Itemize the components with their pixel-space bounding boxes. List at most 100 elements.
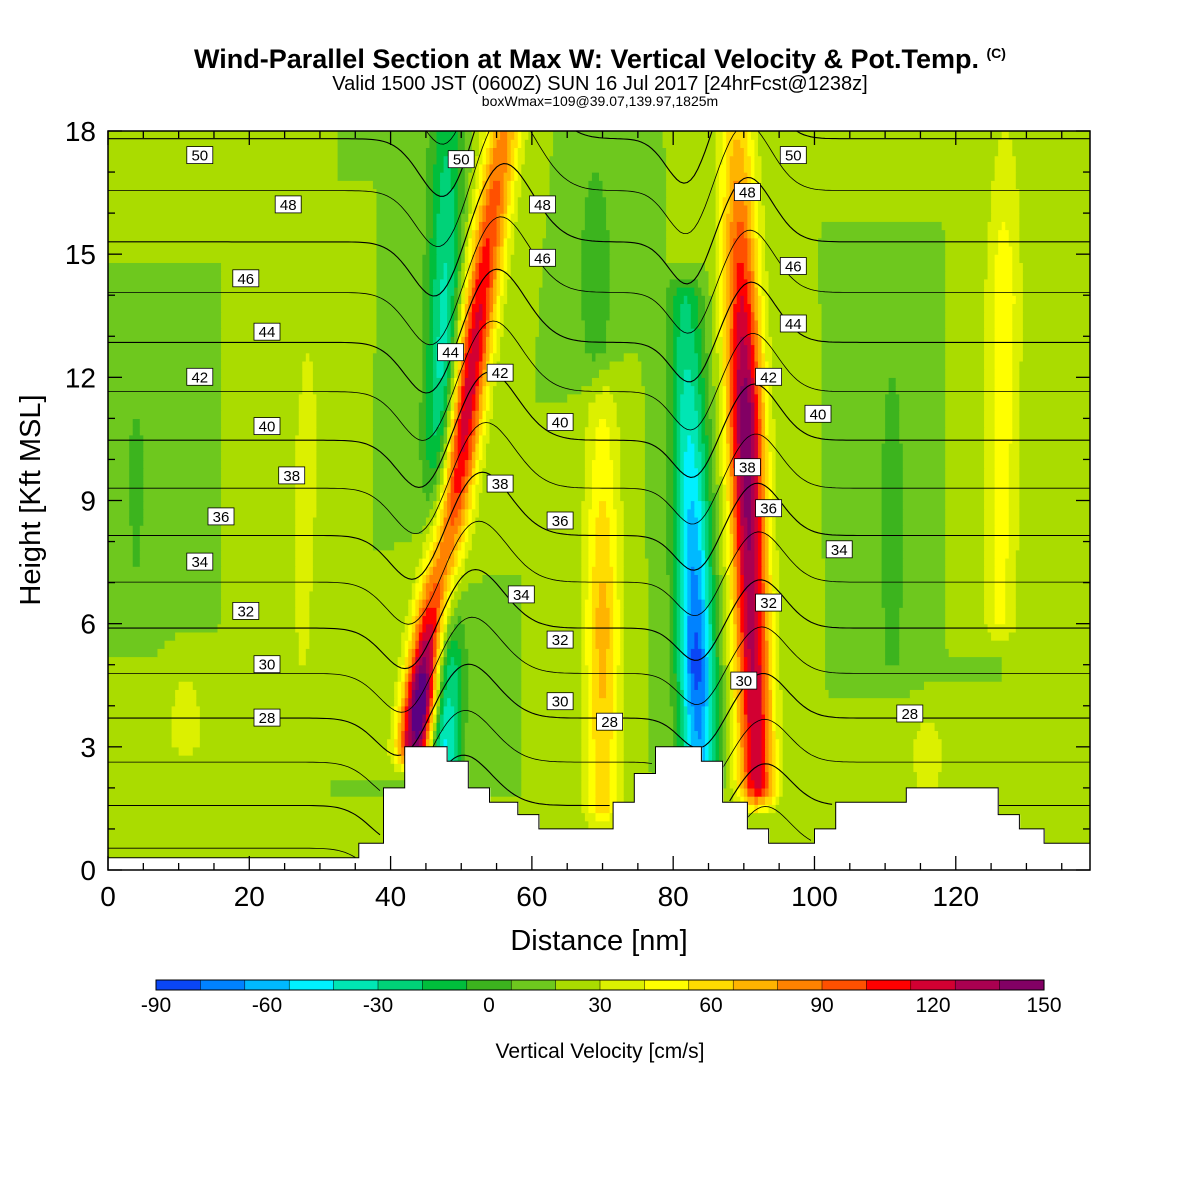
w-cell: [754, 319, 759, 329]
w-cell: [623, 722, 650, 732]
w-cell: [715, 516, 720, 526]
w-cell: [902, 557, 946, 567]
w-cell: [157, 648, 300, 658]
w-cell: [489, 418, 590, 428]
w-cell: [464, 163, 473, 173]
w-cell: [694, 393, 703, 403]
w-cell: [461, 410, 473, 419]
w-cell: [736, 640, 741, 649]
w-cell: [457, 672, 462, 682]
w-cell: [722, 648, 727, 658]
w-cell: [475, 188, 480, 198]
w-cell: [599, 508, 607, 518]
w-cell: [687, 631, 695, 641]
w-cell: [489, 180, 494, 190]
w-cell: [468, 656, 522, 666]
w-cell: [461, 377, 466, 387]
w-cell: [673, 648, 678, 658]
w-cell: [673, 656, 678, 666]
w-cell: [418, 672, 427, 682]
w-cell: [715, 582, 720, 592]
w-cell: [1012, 377, 1020, 387]
w-cell: [394, 713, 399, 723]
w-cell: [475, 287, 487, 296]
w-cell: [609, 640, 614, 649]
w-cell: [722, 196, 731, 206]
w-cell: [447, 599, 452, 608]
w-cell: [772, 705, 777, 715]
w-cell: [500, 188, 505, 198]
w-cell: [761, 172, 996, 181]
w-cell: [687, 648, 692, 658]
w-cell: [447, 369, 452, 378]
w-cell: [316, 393, 374, 403]
w-cell: [736, 516, 741, 526]
w-cell: [436, 451, 441, 461]
w-cell: [715, 147, 724, 157]
w-cell: [108, 549, 134, 559]
w-cell: [690, 681, 695, 690]
w-cell: [464, 254, 469, 263]
w-cell: [588, 722, 593, 732]
w-cell: [132, 549, 141, 559]
w-cell: [991, 180, 1017, 190]
w-cell: [432, 188, 441, 198]
w-cell: [676, 393, 681, 403]
w-cell: [457, 303, 462, 313]
w-cell: [588, 188, 604, 198]
w-cell: [616, 672, 625, 682]
w-cell: [422, 287, 431, 296]
w-cell: [765, 672, 770, 682]
w-cell: [676, 401, 681, 411]
w-cell: [450, 434, 455, 444]
w-cell: [821, 369, 946, 378]
w-cell: [994, 426, 1013, 436]
w-cell: [440, 204, 455, 214]
w-cell: [754, 336, 759, 346]
w-cell: [701, 434, 710, 444]
w-cell: [108, 245, 378, 255]
w-cell: [994, 443, 1010, 452]
w-cell: [722, 270, 727, 280]
w-cell: [432, 516, 438, 526]
w-cell: [719, 237, 724, 247]
w-cell: [768, 484, 773, 493]
w-cell: [726, 648, 731, 658]
w-cell: [295, 590, 310, 600]
w-cell: [701, 722, 706, 732]
w-cell: [298, 393, 318, 403]
w-cell: [493, 245, 498, 255]
w-cell: [757, 615, 763, 625]
w-cell: [666, 434, 674, 444]
w-cell: [994, 574, 1006, 584]
w-cell: [591, 574, 614, 584]
w-cell: [747, 295, 752, 305]
w-cell: [440, 467, 445, 477]
w-cell: [549, 172, 593, 181]
w-cell: [535, 377, 593, 387]
w-cell: [984, 434, 996, 444]
w-cell: [1019, 525, 1090, 534]
w-cell: [994, 295, 1017, 305]
w-cell: [337, 172, 427, 181]
w-cell: [994, 434, 1013, 444]
w-cell: [468, 516, 473, 526]
w-cell: [595, 516, 611, 526]
w-cell: [697, 426, 703, 436]
w-cell: [726, 771, 731, 781]
w-cell: [740, 722, 745, 732]
w-cell: [722, 730, 727, 740]
w-cell: [432, 344, 438, 354]
w-cell: [740, 401, 752, 411]
w-cell: [1019, 229, 1090, 239]
w-cell: [736, 656, 741, 666]
w-cell: [729, 755, 734, 764]
w-cell: [447, 311, 452, 321]
w-cell: [443, 631, 448, 641]
w-cell: [736, 434, 741, 444]
w-cell: [475, 525, 582, 534]
w-cell: [450, 410, 455, 419]
w-cell: [478, 360, 484, 370]
w-cell: [411, 681, 416, 690]
w-cell: [680, 557, 685, 567]
